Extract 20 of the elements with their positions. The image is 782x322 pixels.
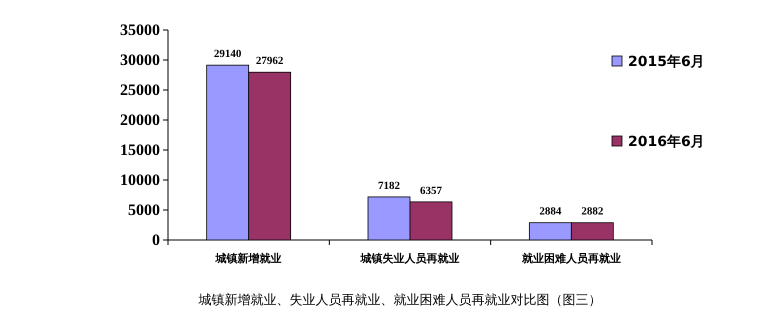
y-tick-label: 25000 — [120, 82, 160, 99]
data-label: 27962 — [256, 55, 284, 68]
data-label: 2882 — [581, 206, 604, 218]
y-tick-label: 15000 — [120, 142, 160, 159]
y-tick-label: 20000 — [120, 112, 160, 129]
y-tick-label: 35000 — [120, 22, 160, 39]
data-label: 6357 — [420, 184, 442, 197]
text: 城镇新增就业、失业人员再就业、就业困难人员再就业对比图（图三） — [198, 293, 602, 308]
y-tick-label: 5000 — [128, 202, 160, 219]
x-tick-label: 就业困难人员再就业 — [520, 252, 621, 265]
x-tick-label: 城镇失业人员再就业 — [360, 252, 460, 265]
y-tick-label: 30000 — [120, 52, 160, 69]
legend-label: 2015年6月 — [628, 54, 705, 70]
data-label: 7182 — [378, 180, 400, 192]
y-tick-label: 10000 — [120, 172, 160, 189]
y-tick-label: 0 — [152, 232, 160, 249]
data-label: 2884 — [539, 206, 562, 218]
legend-label: 2016年6月 — [628, 134, 705, 150]
data-label: 29140 — [214, 48, 242, 60]
x-tick-label: 城镇新增就业 — [214, 252, 282, 265]
